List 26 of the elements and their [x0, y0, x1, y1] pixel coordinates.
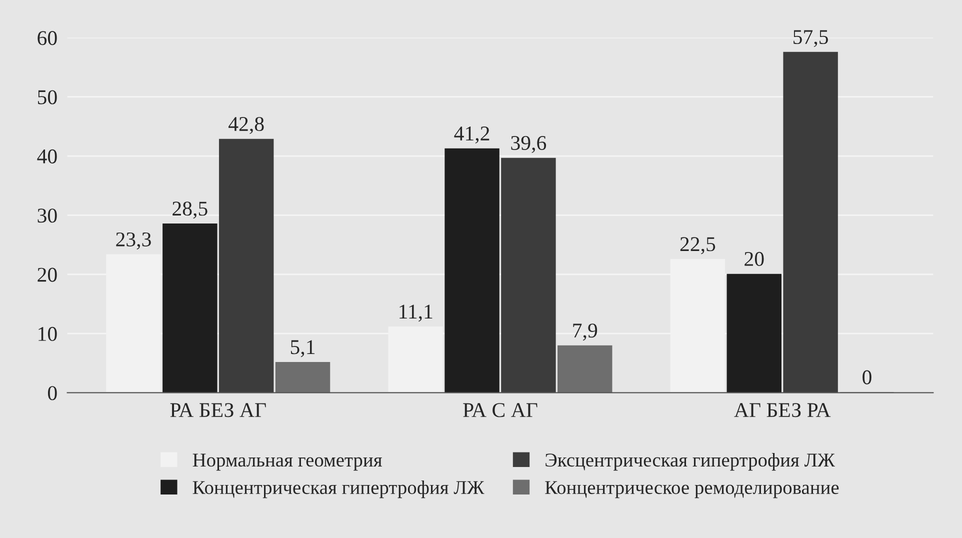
legend-label: Эксцентрическая гипертрофия ЛЖ [546, 452, 835, 471]
data-label: 41,2 [454, 126, 490, 144]
data-label: 11,1 [400, 304, 432, 322]
data-label: 39,6 [511, 136, 546, 153]
data-label: 22,5 [680, 237, 716, 254]
data-label: 7,9 [573, 324, 598, 341]
data-label: 28,5 [172, 202, 208, 219]
legend-label: Концентрическое ремоделирование [545, 481, 839, 498]
y-tick-label: 0 [48, 386, 57, 400]
y-tick-label: 20 [38, 268, 57, 282]
legend-label: Концентрическая гипертрофия ЛЖ [192, 480, 484, 498]
y-tick-label: 30 [38, 208, 57, 223]
y-tick-label: 40 [37, 149, 57, 164]
data-label: 57,5 [794, 30, 828, 48]
data-label: 5,1 [290, 340, 315, 358]
data-label: 20 [744, 252, 764, 266]
data-label: 0 [862, 370, 872, 384]
y-tick-label: 50 [38, 90, 57, 104]
x-tick-label: РА БЕЗ АГ [170, 403, 266, 418]
data-label: 42,8 [228, 116, 264, 134]
data-label: 23,3 [116, 232, 151, 250]
legend-label: Нормальная геометрия [192, 454, 382, 471]
y-tick-label: 60 [38, 31, 57, 46]
y-tick-label: 10 [38, 326, 57, 341]
x-tick-label: РА С АГ [463, 403, 538, 418]
x-tick-label: АГ БЕЗ РА [734, 403, 831, 418]
